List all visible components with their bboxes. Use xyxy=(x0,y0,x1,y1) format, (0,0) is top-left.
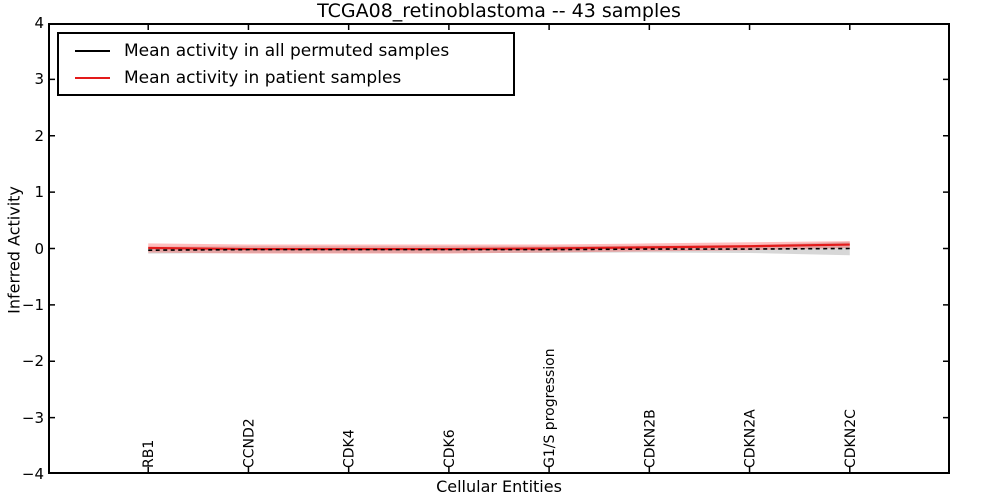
legend-item-patient: Mean activity in patient samples xyxy=(75,64,513,91)
legend: Mean activity in all permuted samples Mea… xyxy=(57,32,515,96)
legend-line-sample-patient xyxy=(75,76,110,79)
y-tick-label: 1 xyxy=(34,183,44,202)
y-tick-label: −4 xyxy=(21,465,44,483)
x-tick-label: CCND2 xyxy=(241,418,257,468)
legend-item-permuted: Mean activity in all permuted samples xyxy=(75,37,513,64)
plot-area: RB1 CCND2 CDK4 CDK6 G1/S progression CDKN2B CD… xyxy=(48,23,950,474)
y-tick-label: −1 xyxy=(21,295,44,314)
axes-frame xyxy=(48,23,950,474)
legend-line-sample-permuted xyxy=(75,49,110,52)
x-axis-label: Cellular Entities xyxy=(436,477,562,496)
patient-std-band xyxy=(148,241,850,254)
x-tick-label: CDK6 xyxy=(442,429,458,468)
y-tick-label: 2 xyxy=(34,126,44,145)
x-tick-label: CDKN2C xyxy=(843,409,859,468)
patient-mean-line xyxy=(148,243,850,251)
legend-label: Mean activity in all permuted samples xyxy=(124,40,450,61)
chart-title: TCGA08_retinoblastoma -- 43 samples xyxy=(317,0,681,22)
x-tick-label: CDKN2A xyxy=(743,409,759,468)
y-tick-label: −2 xyxy=(21,352,44,371)
x-tick-label: RB1 xyxy=(141,440,157,468)
y-tick-label: 3 xyxy=(34,70,44,89)
x-tick-label: CDKN2B xyxy=(642,409,658,468)
chart-canvas: RB1 CCND2 CDK4 CDK6 G1/S progression CDKN2B CD… xyxy=(48,23,950,474)
y-tick-label: 0 xyxy=(34,239,44,258)
y-tick-label: −3 xyxy=(21,408,44,427)
x-tick-label: CDK4 xyxy=(342,429,358,468)
y-tick-label: 4 xyxy=(34,14,44,32)
legend-label: Mean activity in patient samples xyxy=(124,67,402,88)
x-tick-label: G1/S progression xyxy=(542,348,558,468)
